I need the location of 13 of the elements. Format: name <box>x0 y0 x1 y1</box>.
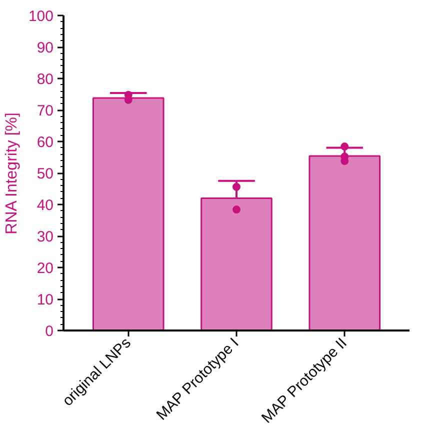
y-tick-label: 60 <box>36 134 54 151</box>
y-tick-label: 50 <box>36 166 54 182</box>
bar <box>308 155 381 330</box>
y-tick-label: 70 <box>36 102 54 120</box>
y-tick-label: 100 <box>28 8 54 25</box>
y-axis-title: RNA Integrity [%] <box>3 112 20 234</box>
y-tick-label: 20 <box>36 260 54 277</box>
y-tick-label: 40 <box>36 197 54 214</box>
y-tick-label: 30 <box>36 228 54 246</box>
y-tick-label: 10 <box>36 292 54 308</box>
y-tick-label: 0 <box>45 323 54 340</box>
y-tick-label: 80 <box>36 71 54 88</box>
y-tick-label: 90 <box>36 40 54 56</box>
